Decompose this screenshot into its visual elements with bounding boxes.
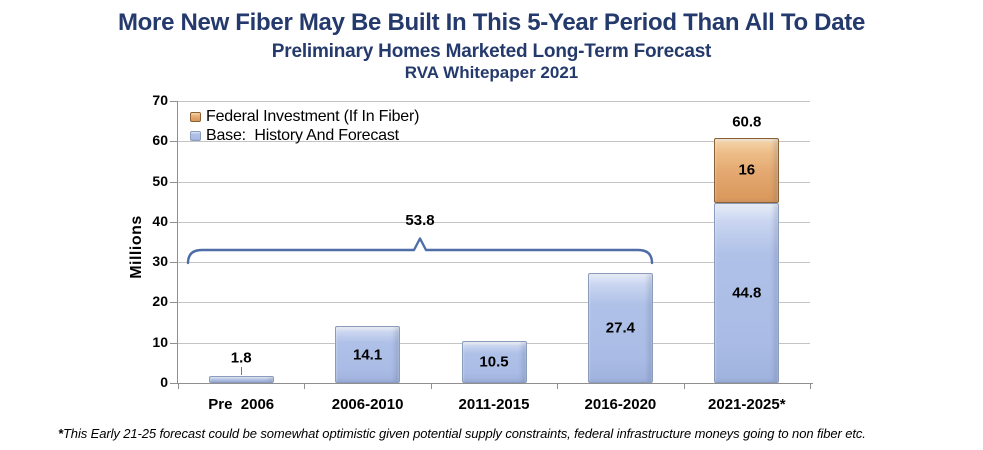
x-category-label: 2011-2015 [458, 396, 530, 413]
y-axis-line [177, 101, 178, 384]
legend: Federal Investment (If In Fiber) Base: H… [190, 107, 419, 145]
gridline [178, 221, 810, 223]
x-axis-tick [557, 384, 559, 389]
bar-segment-federal [714, 138, 780, 203]
y-axis-tick [170, 262, 178, 264]
y-axis-tick [170, 342, 178, 344]
y-axis-tick [170, 302, 178, 304]
plot-area: Federal Investment (If In Fiber) Base: H… [152, 92, 813, 413]
x-category-label: 2016-2020 [584, 396, 657, 413]
bar-segment-base [335, 326, 401, 383]
y-axis-tick [170, 181, 178, 183]
bar-segment-base [208, 375, 274, 383]
y-axis-tick [170, 221, 178, 223]
chart-source-line: RVA Whitepaper 2021 [404, 63, 579, 82]
legend-label-base: Base: History And Forecast [206, 126, 399, 144]
y-axis-tick-label: 40 [152, 212, 168, 229]
legend-item-base: Base: History And Forecast [190, 126, 419, 145]
gridline [178, 101, 810, 102]
y-axis-tick-label: 60 [152, 132, 168, 149]
x-category-label: 2006-2010 [331, 396, 404, 413]
bar-segment-base [587, 272, 653, 383]
y-axis-tick [170, 101, 178, 102]
page-title: More New Fiber May Be Built In This 5-Ye… [117, 9, 865, 36]
sum-annotation-label: 53.8 [405, 212, 435, 229]
legend-item-federal: Federal Investment (If In Fiber) [190, 107, 419, 126]
bar-value-label: 10.5 [479, 353, 509, 371]
bar-value-label: 1.8 [230, 349, 252, 367]
value-leader-line [241, 366, 243, 375]
gridline [178, 181, 810, 183]
gridline [178, 141, 810, 143]
y-axis-tick-label: 0 [160, 374, 168, 390]
legend-label-federal: Federal Investment (If In Fiber) [206, 107, 420, 125]
y-axis-tick [170, 383, 178, 384]
x-axis-tick [178, 384, 179, 389]
bar-value-label: 16 [738, 161, 756, 179]
x-axis-tick [430, 384, 432, 389]
x-axis-line [177, 383, 813, 384]
bar-total-label: 60.8 [732, 113, 762, 131]
footnote: *This Early 21-25 forecast could be some… [58, 426, 968, 441]
x-axis-tick [810, 384, 811, 389]
legend-swatch-federal-icon [190, 111, 201, 122]
bar-segment-base [714, 202, 780, 383]
y-axis-tick-label: 70 [152, 92, 168, 108]
x-category-label: Pre 2006 [208, 396, 275, 413]
bar-value-label: 14.1 [352, 346, 383, 364]
footnote-marker: * [58, 426, 63, 441]
gridline [178, 302, 810, 304]
y-axis-tick-label: 20 [152, 293, 168, 310]
x-axis-tick [683, 384, 685, 389]
bar-segment-base [461, 340, 527, 383]
y-axis-tick-label: 30 [152, 253, 168, 270]
y-axis-tick-label: 10 [152, 333, 168, 350]
bar-value-label: 27.4 [605, 319, 635, 337]
y-axis-tick [170, 141, 178, 143]
legend-swatch-base-icon [190, 130, 201, 141]
x-axis-tick [304, 384, 306, 389]
x-category-label: 2021-2025* [708, 396, 786, 413]
y-axis-tick-label: 50 [152, 172, 168, 189]
bar-value-label: 44.8 [732, 284, 762, 302]
chart-subtitle: Preliminary Homes Marketed Long-Term For… [271, 41, 712, 62]
footnote-text: This Early 21-25 forecast could be somew… [62, 426, 866, 441]
